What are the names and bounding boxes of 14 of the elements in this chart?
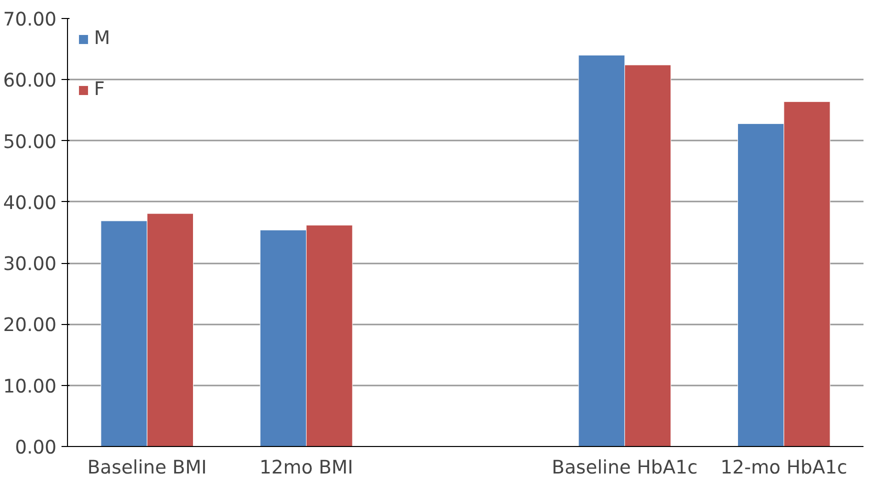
y-tick-label: 30.00 [3,254,57,276]
legend-label: M [94,28,112,49]
y-tick-label: 40.00 [3,192,57,214]
y-tick-label: 70.00 [3,10,57,30]
x-tick-label: Baseline HbA1c [552,458,698,478]
y-tick-label: 50.00 [3,132,57,153]
y-tick-label: 60.00 [3,70,57,92]
y-tick-label: 20.00 [3,315,57,336]
y-tick-label: 10.00 [3,376,57,398]
x-tick-label: Baseline BMI [87,458,207,478]
x-tick-label: 12mo BMI [259,458,354,478]
legend-label: F [94,79,106,100]
x-tick-label: 12-mo HbA1c [720,458,848,478]
y-tick-label: 0.00 [14,438,57,458]
